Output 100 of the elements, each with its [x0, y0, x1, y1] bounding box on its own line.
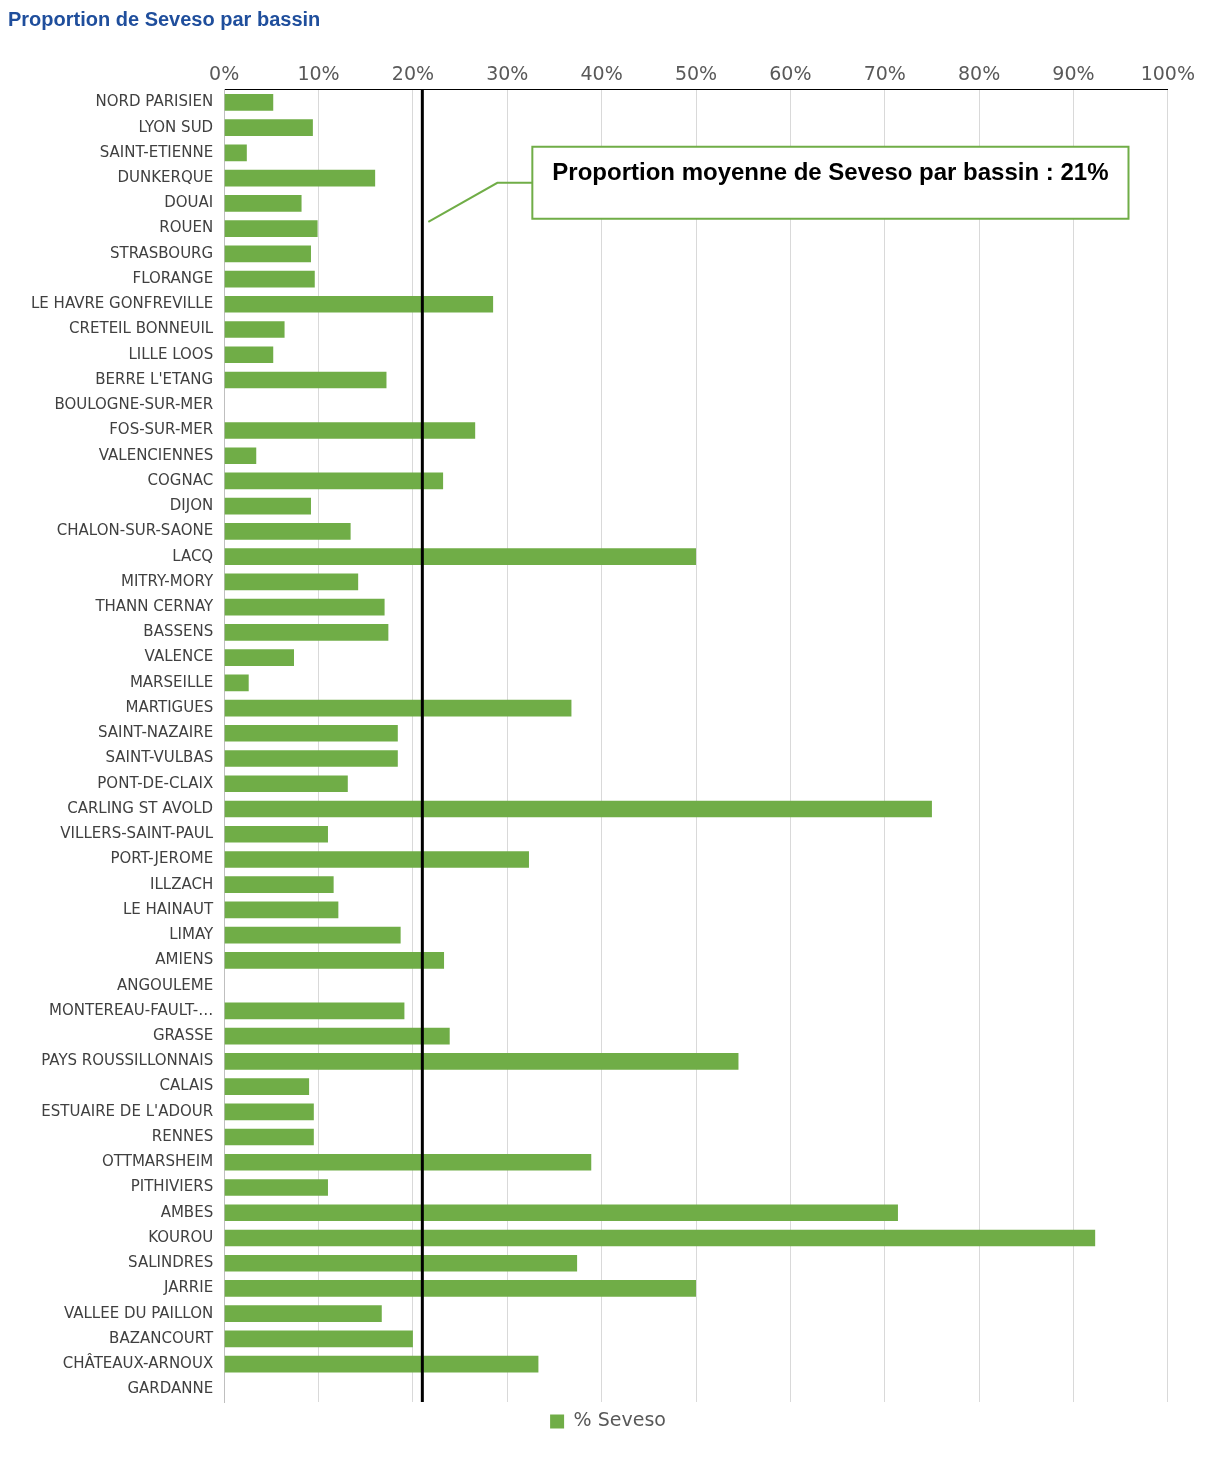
- x-tick-label: 70%: [863, 62, 906, 85]
- x-tick-label: 60%: [769, 62, 812, 85]
- y-tick-label: LILLE LOOS: [128, 344, 214, 363]
- y-tick-label: ESTUAIRE DE L'ADOUR: [41, 1101, 214, 1120]
- ref-line-label: Proportion moyenne de Seveso par bassin : 21%: [552, 158, 1109, 186]
- bar: [224, 825, 328, 843]
- y-tick-label: LE HAVRE GONFREVILLE: [31, 294, 214, 313]
- bar: [224, 1355, 539, 1373]
- bar: [224, 497, 311, 515]
- bar: [224, 1330, 413, 1348]
- bar: [224, 295, 494, 313]
- x-tick-label: 20%: [391, 62, 435, 85]
- y-tick-label: STRASBOURG: [110, 243, 214, 262]
- bar: [224, 1002, 405, 1020]
- y-tick-label: FOS-SUR-MER: [109, 420, 214, 439]
- y-tick-label: GARDANNE: [127, 1379, 214, 1398]
- x-tick-label: 100%: [1140, 62, 1195, 85]
- y-tick-label: VALENCIENNES: [98, 445, 214, 464]
- y-tick-label: GRASSE: [152, 1025, 214, 1044]
- bar: [224, 649, 294, 666]
- bar: [224, 851, 529, 868]
- y-tick-label: OTTMARSHEIM: [102, 1152, 214, 1171]
- y-tick-label: COGNAC: [147, 470, 214, 489]
- y-tick-label: THANN CERNAY: [94, 597, 214, 615]
- x-tick-label: 0%: [209, 62, 240, 85]
- y-tick-label: LE HAINAUT: [122, 899, 214, 918]
- bar: [224, 750, 398, 767]
- bar: [224, 1078, 310, 1095]
- y-tick-label: SAINT-VULBAS: [105, 748, 214, 767]
- bar: [224, 699, 572, 717]
- y-tick-label: ANGOULEME: [117, 975, 214, 994]
- y-tick-label: AMIENS: [155, 950, 214, 969]
- bar: [224, 1305, 382, 1323]
- y-tick-label: LYON SUD: [138, 117, 214, 136]
- y-tick-label: BOULOGNE-SUR-MER: [54, 395, 214, 414]
- chart-title: Proportion de Seveso par bassin: [8, 8, 322, 31]
- bar: [224, 245, 311, 263]
- y-tick-label: LACQ: [172, 546, 214, 565]
- y-tick-label: BAZANCOURT: [109, 1328, 215, 1347]
- y-tick-label: AMBES: [160, 1202, 214, 1221]
- bar: [224, 169, 376, 187]
- y-tick-label: CHALON-SUR-SAONE: [56, 521, 214, 540]
- bar: [224, 523, 351, 540]
- x-tick-label: 40%: [580, 62, 623, 85]
- bar: [224, 926, 401, 944]
- bar: [224, 952, 445, 969]
- bar: [224, 1179, 328, 1196]
- y-tick-label: PONT-DE-CLAIX: [97, 773, 214, 792]
- y-tick-label: SAINT-NAZAIRE: [97, 723, 214, 742]
- bar: [224, 144, 247, 162]
- y-tick-label: CARLING ST AVOLD: [67, 798, 214, 817]
- bar: [224, 1254, 578, 1272]
- x-tick-label: 80%: [957, 62, 1001, 85]
- bar: [224, 195, 302, 212]
- bar: [224, 1027, 450, 1045]
- bar: [224, 94, 274, 111]
- x-tick-label: 50%: [674, 62, 718, 85]
- bar: [224, 270, 315, 288]
- bar: [224, 800, 932, 818]
- y-tick-label: MARSEILLE: [129, 672, 214, 691]
- bar: [224, 901, 339, 919]
- y-tick-label: FLORANGE: [132, 268, 214, 287]
- bar: [224, 624, 389, 641]
- bar: [224, 220, 318, 237]
- y-tick-label: MITRY-MORY: [121, 571, 214, 590]
- y-tick-label: VILLERS-SAINT-PAUL: [60, 824, 214, 843]
- y-tick-label: NORD PARISIEN: [95, 92, 214, 111]
- y-tick-label: BASSENS: [143, 622, 214, 641]
- y-tick-label: MARTIGUES: [125, 697, 214, 716]
- bar: [224, 573, 359, 591]
- bar: [224, 548, 696, 565]
- bar: [224, 346, 274, 364]
- bar: [224, 1053, 739, 1070]
- bar: [224, 371, 387, 389]
- bar: [224, 1153, 592, 1171]
- bar: [224, 1103, 314, 1121]
- y-tick-label: RENNES: [151, 1126, 214, 1145]
- bar: [224, 775, 348, 793]
- y-tick-label: SAINT-ETIENNE: [99, 142, 214, 161]
- bar: [224, 1128, 314, 1146]
- y-tick-label: SALINDRES: [128, 1253, 214, 1272]
- bar: [224, 598, 385, 616]
- y-tick-label: BERRE L'ETANG: [95, 369, 214, 388]
- legend-label: % Seveso: [573, 1408, 666, 1431]
- y-tick-label: ROUEN: [159, 218, 214, 237]
- x-tick-label: 90%: [1052, 62, 1095, 85]
- bar: [224, 876, 334, 894]
- y-tick-label: VALLEE DU PAILLON: [63, 1303, 214, 1322]
- y-tick-label: DIJON: [169, 496, 214, 515]
- y-tick-label: ILLZACH: [150, 874, 214, 893]
- bar: [224, 724, 398, 742]
- bar: [224, 321, 285, 338]
- y-tick-label: MONTEREAU-FAULT-…: [49, 1000, 214, 1019]
- bar: [224, 447, 257, 465]
- y-tick-label: CRETEIL BONNEUIL: [69, 319, 214, 338]
- y-tick-label: VALENCE: [144, 647, 214, 666]
- bar: [224, 1229, 1096, 1247]
- y-tick-label: DUNKERQUE: [117, 168, 214, 187]
- y-tick-label: PITHIVIERS: [130, 1177, 214, 1196]
- bar: [224, 1204, 898, 1222]
